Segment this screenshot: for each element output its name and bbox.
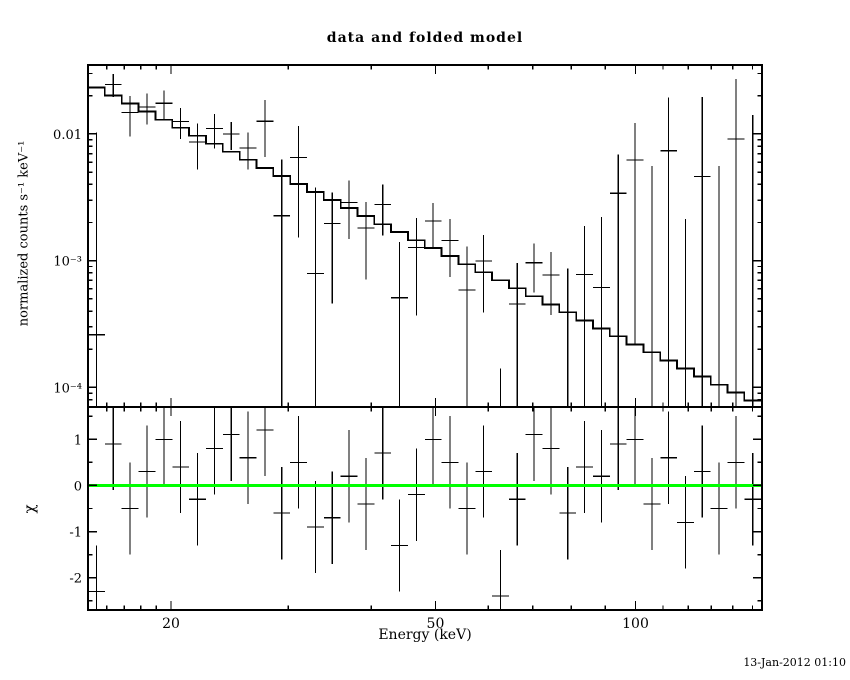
- y-axis-label-counts: normalized counts s⁻¹ keV⁻¹: [16, 140, 32, 327]
- model-step-line: [88, 86, 762, 402]
- timestamp: 13-Jan-2012 01:10: [743, 656, 846, 669]
- svg-text:1: 1: [74, 433, 82, 448]
- x-axis-label-energy: Energy (keV): [378, 627, 472, 643]
- svg-text:10⁻³: 10⁻³: [53, 255, 82, 270]
- svg-text:0.01: 0.01: [53, 128, 82, 143]
- svg-text:10⁻⁴: 10⁻⁴: [53, 381, 82, 396]
- svg-text:20: 20: [162, 616, 180, 632]
- data-errorbars: [88, 74, 762, 407]
- plot-title: data and folded model: [326, 30, 524, 46]
- svg-text:100: 100: [622, 616, 649, 632]
- svg-text:-2: -2: [69, 572, 82, 587]
- y-axis-label-chi: χ: [20, 504, 39, 514]
- svg-text:-1: -1: [69, 526, 82, 541]
- residual-errorbars: [88, 407, 762, 610]
- bottom-panel-frame: [87, 406, 763, 611]
- svg-text:50: 50: [427, 616, 445, 632]
- svg-text:0: 0: [74, 479, 82, 494]
